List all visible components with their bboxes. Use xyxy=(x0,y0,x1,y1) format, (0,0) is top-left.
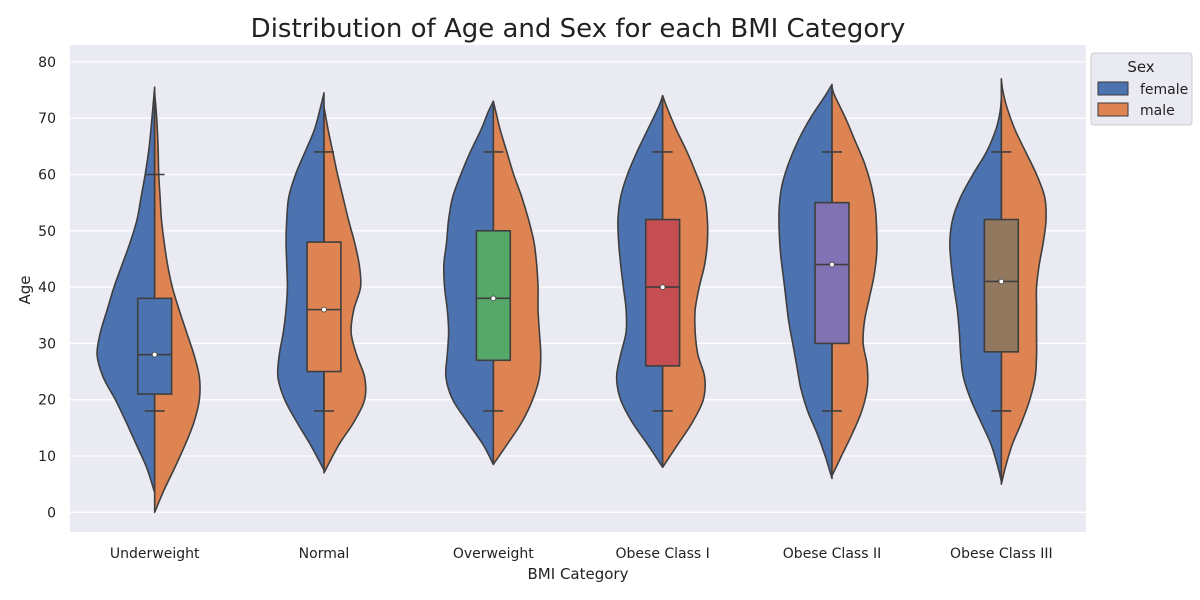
violin-half-male xyxy=(831,86,878,477)
y-tick-label: 40 xyxy=(38,280,56,296)
legend-title: Sex xyxy=(1127,58,1154,76)
violin-group-obese-class-i xyxy=(615,94,709,469)
y-tick-label: 60 xyxy=(38,167,56,183)
y-tick-labels: 0 10 20 30 40 50 60 70 80 xyxy=(38,55,56,521)
x-tick-label: Obese Class II xyxy=(783,546,881,562)
x-axis-label: BMI Category xyxy=(528,565,629,583)
legend-swatch-male xyxy=(1097,102,1129,117)
violin-group-normal xyxy=(276,92,367,474)
y-tick-label: 0 xyxy=(47,505,56,521)
x-tick-label: Obese Class III xyxy=(950,546,1053,562)
y-tick-label: 80 xyxy=(38,55,56,71)
plot-background xyxy=(70,45,1086,532)
iqr-box xyxy=(983,218,1020,353)
y-tick-label: 20 xyxy=(38,393,56,409)
violin-half-female xyxy=(778,83,833,480)
violin-group-obese-class-iii xyxy=(949,77,1047,485)
violin-group-overweight xyxy=(442,100,542,466)
violin-half-male xyxy=(153,92,201,514)
violin-half-male xyxy=(1000,77,1047,485)
median-point xyxy=(321,306,327,313)
grid-lines xyxy=(70,61,1086,513)
median-point xyxy=(151,351,158,358)
iqr-box xyxy=(814,201,850,345)
chart-title: Distribution of Age and Sex for each BMI… xyxy=(251,14,906,44)
x-tick-label: Obese Class I xyxy=(616,546,710,562)
y-tick-label: 10 xyxy=(38,449,56,465)
violin-half-male xyxy=(661,94,709,469)
violin-half-female xyxy=(615,94,664,469)
violin-group-obese-class-ii xyxy=(778,83,878,480)
violin-half-female xyxy=(276,92,325,471)
x-tick-label: Underweight xyxy=(110,546,200,562)
violin-half-female xyxy=(442,100,495,466)
y-axis-label: Age xyxy=(16,275,34,304)
violin-group-underweight xyxy=(96,86,201,514)
median-point xyxy=(829,261,835,268)
violin-half-female xyxy=(949,97,1003,483)
y-tick-label: 30 xyxy=(38,336,56,352)
median-point xyxy=(659,284,666,290)
x-tick-label: Overweight xyxy=(453,546,534,562)
violins xyxy=(96,77,1047,514)
median-point xyxy=(490,295,497,302)
legend-label-female: female xyxy=(1140,82,1188,98)
violin-half-male xyxy=(323,106,367,474)
x-tick-labels: Underweight Normal Overweight Obese Class I… xyxy=(110,546,1053,562)
iqr-box xyxy=(644,218,681,367)
x-tick-label: Normal xyxy=(299,546,350,562)
iqr-box xyxy=(136,297,173,395)
iqr-box xyxy=(475,229,512,362)
legend: Sex female male xyxy=(1090,52,1193,126)
y-tick-label: 50 xyxy=(38,224,56,240)
median-point xyxy=(998,278,1005,285)
iqr-box xyxy=(306,241,342,373)
y-tick-label: 70 xyxy=(38,111,56,127)
legend-swatch-female xyxy=(1097,81,1129,96)
legend-label-male: male xyxy=(1140,103,1175,119)
violin-half-male xyxy=(492,100,542,466)
